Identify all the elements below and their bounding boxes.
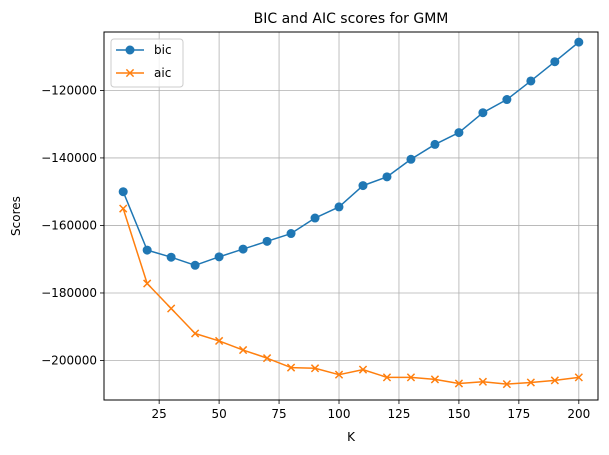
y-tick-label: −160000 — [41, 218, 97, 232]
y-axis: −200000 −180000 −160000 −140000 −120000 — [41, 83, 104, 367]
data-point-bic — [214, 252, 224, 262]
data-point-bic — [286, 229, 296, 239]
y-tick-label: −180000 — [41, 286, 97, 300]
data-point-bic — [166, 252, 176, 262]
x-tick-label: 150 — [447, 407, 470, 421]
legend-bic-marker — [125, 45, 135, 55]
legend-bic-label: bic — [154, 43, 172, 57]
data-point-aic — [550, 376, 559, 385]
data-point-bic — [334, 202, 344, 212]
data-point-aic — [358, 365, 368, 374]
series-layer — [118, 37, 584, 389]
y-axis-title: Scores — [9, 196, 23, 236]
x-tick-label: 50 — [211, 407, 226, 421]
data-point-bic — [262, 236, 272, 246]
x-tick-label: 75 — [271, 407, 286, 421]
data-point-aic — [382, 373, 392, 382]
data-point-bic — [238, 244, 248, 254]
plot-area — [103, 31, 599, 401]
data-point-aic — [526, 378, 535, 387]
x-tick-label: 200 — [567, 407, 590, 421]
data-point-aic — [214, 336, 224, 346]
y-tick-label: −140000 — [41, 151, 97, 165]
data-point-bic — [550, 57, 560, 67]
data-point-bic — [574, 37, 584, 47]
data-point-bic — [526, 76, 536, 86]
x-tick-label: 125 — [388, 407, 411, 421]
x-tick-label: 100 — [328, 407, 351, 421]
data-point-bic — [454, 128, 464, 138]
data-point-aic — [502, 380, 512, 389]
data-point-aic — [143, 279, 152, 288]
data-point-aic — [190, 329, 200, 338]
data-point-bic — [382, 172, 392, 182]
data-point-aic — [310, 364, 320, 373]
data-point-aic — [574, 373, 583, 382]
data-point-bic — [406, 154, 416, 164]
y-tick-label: −200000 — [41, 353, 97, 367]
legend-box — [110, 38, 184, 88]
data-point-aic — [478, 377, 488, 386]
y-tick-label: −120000 — [41, 83, 97, 97]
data-point-aic — [262, 354, 272, 363]
data-point-aic — [286, 363, 296, 372]
data-point-aic — [119, 204, 128, 213]
data-point-bic — [142, 245, 152, 255]
x-tick-label: 175 — [507, 407, 530, 421]
data-point-bic — [430, 139, 440, 149]
data-point-bic — [358, 181, 368, 191]
data-point-aic — [334, 370, 344, 379]
legend-aic-marker — [125, 68, 135, 78]
data-point-bic — [118, 187, 128, 197]
data-point-aic — [238, 345, 248, 355]
data-point-aic — [406, 373, 416, 382]
series-line-bic — [122, 41, 580, 267]
data-point-aic — [454, 379, 464, 388]
data-point-bic — [502, 95, 512, 105]
data-point-bic — [310, 213, 320, 223]
series-line-aic — [122, 208, 579, 385]
x-tick-label: 25 — [152, 407, 167, 421]
legend: bic aic — [110, 38, 184, 88]
data-point-aic — [167, 304, 176, 313]
legend-aic-label: aic — [154, 66, 171, 80]
legend-aic-x-icon — [125, 68, 135, 78]
x-axis-title: K — [347, 430, 356, 444]
data-point-bic — [478, 108, 488, 118]
data-point-bic — [190, 260, 200, 270]
data-point-aic — [430, 375, 440, 384]
chart-title: BIC and AIC scores for GMM — [254, 11, 449, 27]
x-axis: 25 50 75 100 125 150 175 200 — [152, 400, 590, 421]
grid — [104, 32, 598, 400]
